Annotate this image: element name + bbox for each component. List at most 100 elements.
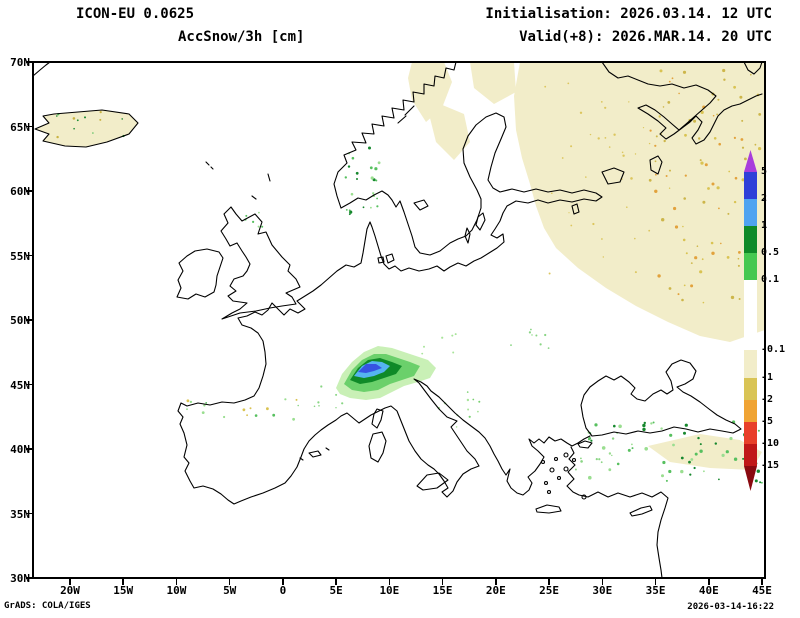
- spain-north-speckles: [203, 404, 206, 407]
- coastline-sicily: [416, 472, 449, 491]
- dinarides-speckles: [477, 410, 479, 413]
- lon-tick-label: 40E: [698, 584, 719, 597]
- iceland-speckles: [72, 117, 76, 120]
- russia-east-speckles: [683, 197, 686, 200]
- russia-east-speckles: [673, 206, 677, 211]
- model-title: ICON-EU 0.0625: [76, 6, 195, 22]
- colorbar-segment: [744, 172, 757, 199]
- turkey-caucasus-speckles: [652, 421, 655, 424]
- scandes-light-b: [430, 104, 470, 160]
- coastlines: [33, 62, 763, 578]
- lon-tick: [548, 578, 550, 585]
- creation-timestamp: 2026-03-14-16:22: [687, 602, 774, 612]
- spain-north-speckles: [242, 408, 246, 412]
- turkey-caucasus-speckles: [601, 446, 606, 450]
- coastline-turkey-levant: [566, 446, 669, 578]
- lat-tick: [26, 577, 33, 579]
- russia-east-speckles: [740, 138, 744, 141]
- russia-east-speckles: [711, 182, 715, 186]
- iceland-speckles: [76, 119, 79, 122]
- norway-coast-speckles: [370, 176, 374, 180]
- russia-east-speckles: [699, 270, 703, 274]
- russia-west-speckles: [626, 206, 628, 208]
- turkey-caucasus-speckles: [699, 443, 702, 446]
- russia-east-speckles: [648, 178, 652, 182]
- russia-east-speckles: [654, 144, 657, 147]
- colorbar-segment: [744, 226, 757, 253]
- russia-east-speckles: [682, 238, 686, 242]
- russia-east-speckles: [662, 106, 665, 108]
- russia-east-speckles: [667, 101, 671, 104]
- carpathians-speckles: [535, 334, 538, 337]
- pyrenees-speckles: [341, 402, 344, 405]
- lat-tick: [26, 190, 33, 192]
- russia-west-speckles: [567, 82, 570, 85]
- lake-vanern: [413, 199, 429, 211]
- lon-tick: [601, 578, 604, 585]
- coastline-corsica: [371, 408, 384, 429]
- iceland-speckles: [56, 135, 59, 139]
- lat-tick: [26, 61, 33, 63]
- russia-east-speckles: [655, 173, 657, 176]
- turkey-caucasus-speckles: [759, 481, 762, 484]
- turkey-caucasus-speckles: [669, 433, 673, 437]
- russia-east-speckles: [758, 147, 762, 151]
- norway-coast-speckles: [348, 213, 351, 216]
- spain-north-speckles: [295, 398, 298, 401]
- russia-east-speckles: [741, 119, 744, 122]
- russia-east-speckles: [678, 92, 680, 95]
- norway-coast-speckles: [356, 178, 358, 180]
- russia-east-speckles: [668, 187, 671, 189]
- spain-north-speckles: [284, 398, 287, 401]
- iceland-speckles: [92, 132, 94, 134]
- lat-tick-label: 60N: [10, 185, 30, 198]
- coastline-ireland: [176, 248, 224, 300]
- colorbar-boundary-label: -5: [761, 416, 774, 427]
- spain-north-speckles: [254, 414, 258, 417]
- russia-west-speckles: [608, 146, 611, 148]
- turkey-caucasus-speckles: [588, 475, 592, 480]
- russia-west-speckles: [579, 111, 583, 115]
- turkey-caucasus-speckles: [642, 423, 646, 428]
- lon-tick-label: 35E: [645, 584, 666, 597]
- russia-east-speckles: [730, 295, 735, 300]
- spain-north-speckles: [266, 407, 269, 411]
- variable-title: AccSnow/3h [cm]: [178, 29, 305, 45]
- turkey-caucasus-speckles: [662, 460, 666, 465]
- russia-west-speckles: [604, 137, 607, 139]
- russia-east-speckles: [723, 78, 726, 81]
- coastline-lofoten: [397, 105, 415, 124]
- russia-east-speckles: [684, 133, 687, 137]
- norway-coast-speckles: [344, 176, 347, 179]
- russia-east-speckles: [744, 157, 747, 161]
- russia-west-speckles: [568, 212, 570, 214]
- anatolia-west-speckles: [598, 458, 601, 461]
- coastline-gotland: [475, 212, 486, 231]
- colorbar-boundary-label: 2: [761, 193, 768, 204]
- lon-tick-label: 0: [279, 584, 287, 597]
- russia-east-speckles: [720, 242, 722, 245]
- norway-coast-speckles: [355, 171, 359, 175]
- russia-west-speckles: [622, 154, 625, 157]
- bohemia-speckles: [441, 336, 444, 339]
- russia-west-speckles: [634, 153, 637, 155]
- russia-east-speckles: [661, 218, 665, 222]
- lon-tick-label: 10W: [166, 584, 187, 597]
- lake-onega: [649, 155, 663, 175]
- turkey-caucasus-speckles: [683, 431, 686, 435]
- pyrenees-speckles: [320, 385, 323, 388]
- dinarides-speckles: [455, 426, 458, 428]
- coastline-orkney: [251, 195, 257, 200]
- scotland-speckles: [261, 225, 264, 228]
- turkey-caucasus-speckles: [742, 457, 745, 460]
- snow-overlay-layer: [35, 62, 765, 484]
- colorbar-segment: [744, 378, 757, 400]
- spain-north-speckles: [249, 407, 252, 410]
- russia-west-speckles: [551, 192, 553, 194]
- russia-east-speckles: [713, 137, 717, 140]
- russia-east-speckles: [727, 212, 730, 215]
- lon-tick: [441, 578, 444, 585]
- coastline-continental-europe: [177, 112, 603, 505]
- russia-east-speckles: [690, 262, 693, 264]
